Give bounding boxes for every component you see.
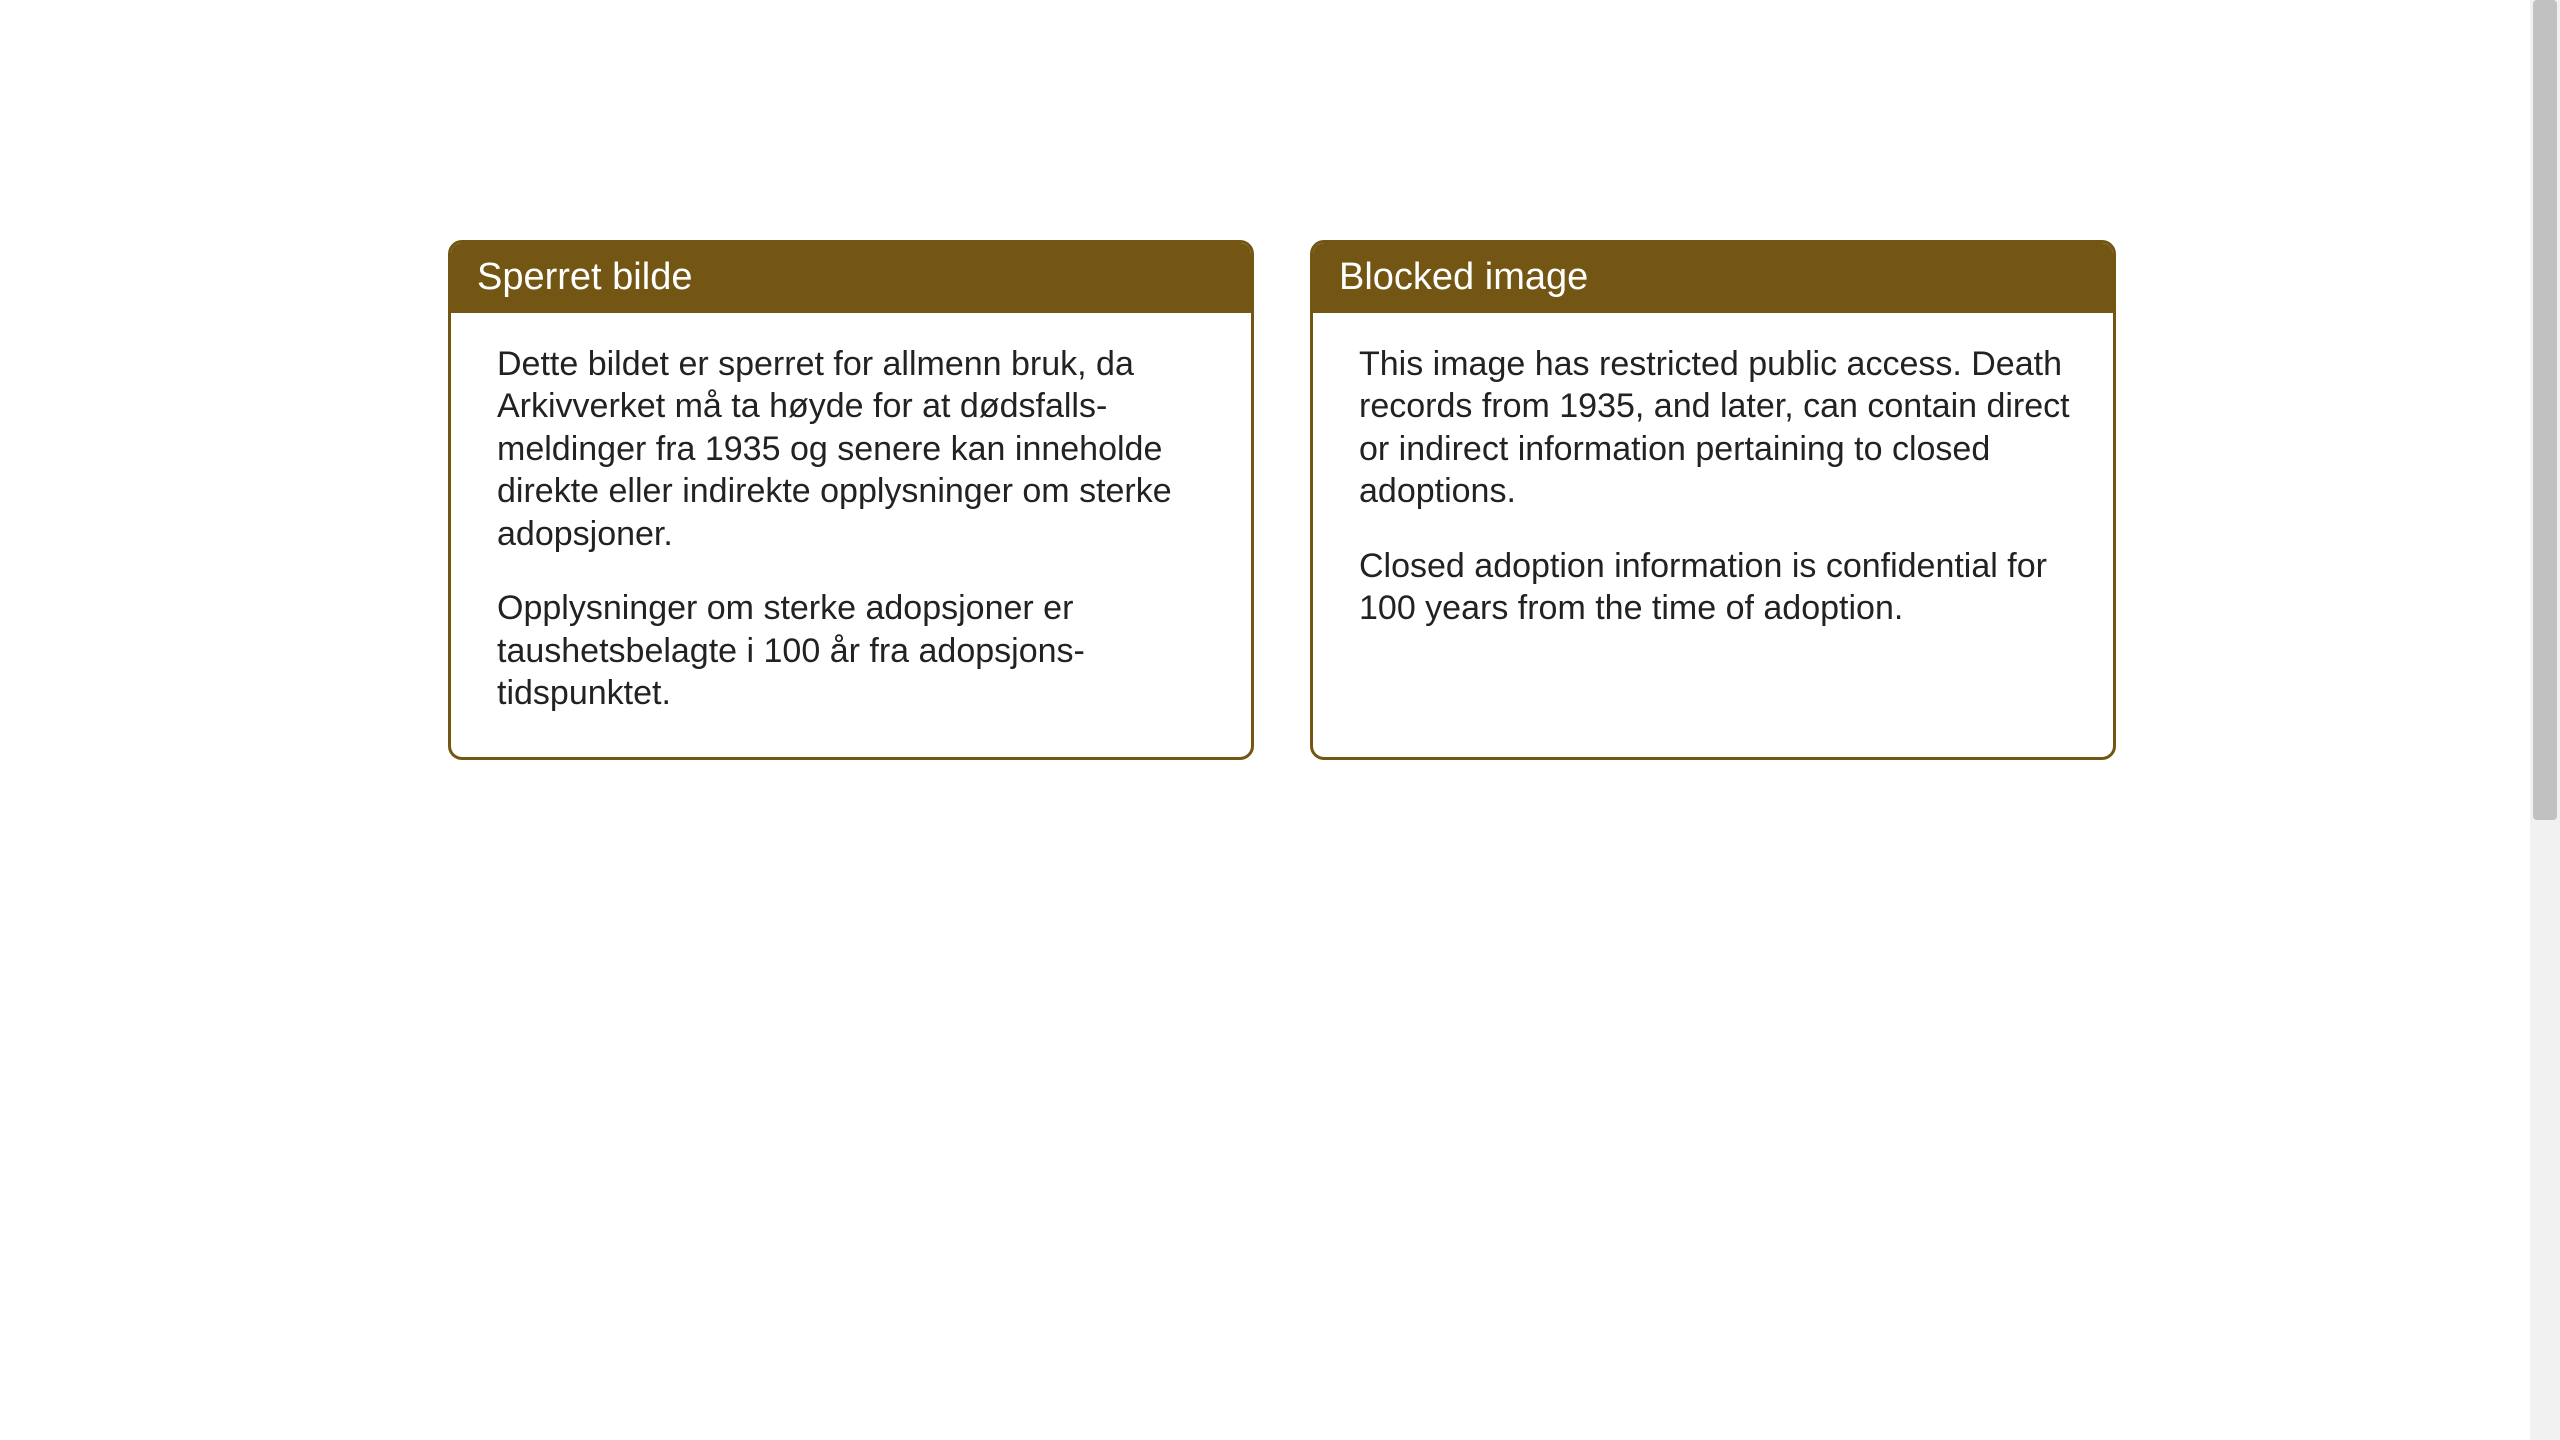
notice-body-norwegian: Dette bildet er sperret for allmenn bruk… <box>451 313 1251 757</box>
notice-card-norwegian: Sperret bilde Dette bildet er sperret fo… <box>448 240 1254 760</box>
notice-body-english: This image has restricted public access.… <box>1313 313 2113 672</box>
scrollbar-thumb[interactable] <box>2533 0 2557 820</box>
notice-paragraph: This image has restricted public access.… <box>1359 343 2071 513</box>
scrollbar-track[interactable] <box>2530 0 2560 1440</box>
notice-header-norwegian: Sperret bilde <box>451 243 1251 313</box>
notice-container: Sperret bilde Dette bildet er sperret fo… <box>448 240 2116 760</box>
notice-header-english: Blocked image <box>1313 243 2113 313</box>
notice-paragraph: Dette bildet er sperret for allmenn bruk… <box>497 343 1209 556</box>
notice-paragraph: Closed adoption information is confident… <box>1359 545 2071 630</box>
notice-paragraph: Opplysninger om sterke adopsjoner er tau… <box>497 587 1209 715</box>
notice-card-english: Blocked image This image has restricted … <box>1310 240 2116 760</box>
